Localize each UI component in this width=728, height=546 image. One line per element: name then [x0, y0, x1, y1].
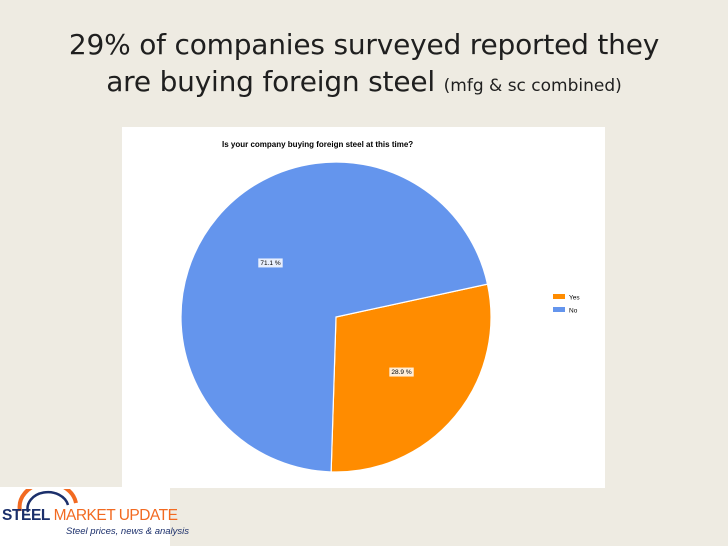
chart-title-part-2: buying foreign steel	[288, 140, 364, 149]
logo-brand-accent: MARKET UPDATE	[53, 507, 178, 524]
pie-slice-yes	[330, 283, 492, 473]
pie-data-labels: 28.9 % 71.1 %	[258, 258, 414, 377]
chart-title-part-3: at this time?	[364, 140, 413, 149]
logo-swoosh-icon	[17, 489, 78, 513]
logo-brand-main: STEEL	[2, 507, 50, 524]
svg-text:28.9 %: 28.9 %	[391, 369, 411, 376]
svg-text:71.1 %: 71.1 %	[260, 260, 280, 267]
slide-title-main: are buying foreign steel	[106, 65, 435, 98]
pie-slice-no	[180, 161, 489, 473]
pie-chart: Is your company buying foreign steel at …	[180, 140, 580, 473]
slide-title-line-2: are buying foreign steel (mfg & sc combi…	[0, 63, 728, 105]
chart-legend: Yes No	[553, 294, 580, 315]
logo-tagline: Steel prices, news & analysis	[66, 526, 190, 537]
steel-market-update-logo: STEEL MARKET UPDATE Steel prices, news &…	[0, 487, 189, 546]
logo-wordmark: STEEL MARKET UPDATE	[2, 507, 178, 525]
data-label-yes: 28.9 %	[389, 367, 414, 377]
legend-label-no: No	[569, 308, 578, 315]
data-label-no: 71.1 %	[258, 258, 283, 268]
chart-title: Is your company buying foreign steel at …	[222, 140, 413, 149]
legend-label-yes: Yes	[569, 295, 580, 302]
slide-title: 29% of companies surveyed reported they …	[0, 26, 728, 105]
chart-title-part-1: Is your company	[222, 140, 288, 149]
legend-swatch-no	[553, 307, 565, 312]
pie-slices	[180, 161, 492, 473]
legend-swatch-yes	[553, 294, 565, 299]
slide-title-line-1: 29% of companies surveyed reported they	[68, 28, 660, 61]
slide-title-suffix: (mfg & sc combined)	[443, 76, 622, 96]
pie-chart-panel: Is your company buying foreign steel at …	[122, 127, 605, 488]
